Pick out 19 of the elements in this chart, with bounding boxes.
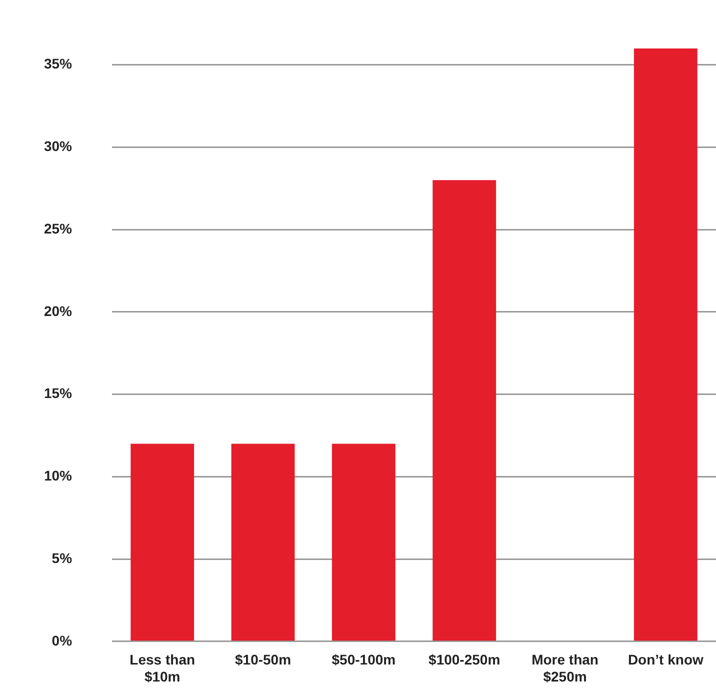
x-tick-label: $50-100m: [332, 652, 396, 668]
y-tick-label: 15%: [44, 385, 73, 402]
y-tick-label: 35%: [44, 56, 73, 72]
y-tick-label: 25%: [44, 220, 73, 236]
bar: [432, 180, 496, 641]
bar: [130, 444, 194, 641]
bar: [231, 444, 295, 641]
y-tick-label: 30%: [44, 138, 73, 154]
x-tick-label: More than $250m: [532, 652, 598, 684]
x-tick-label: $10-50m: [234, 652, 292, 668]
y-tick-label: 20%: [44, 302, 73, 319]
bar: [634, 48, 698, 641]
y-tick-label: 10%: [44, 468, 73, 484]
bar: [332, 444, 396, 641]
y-tick-label: 0%: [52, 632, 73, 648]
x-tick-label: Less than $10m: [130, 652, 196, 684]
y-tick-label: 5%: [52, 550, 73, 566]
x-tick-label: $100-250m: [428, 652, 500, 668]
x-tick-label: Don’t know: [628, 652, 704, 668]
